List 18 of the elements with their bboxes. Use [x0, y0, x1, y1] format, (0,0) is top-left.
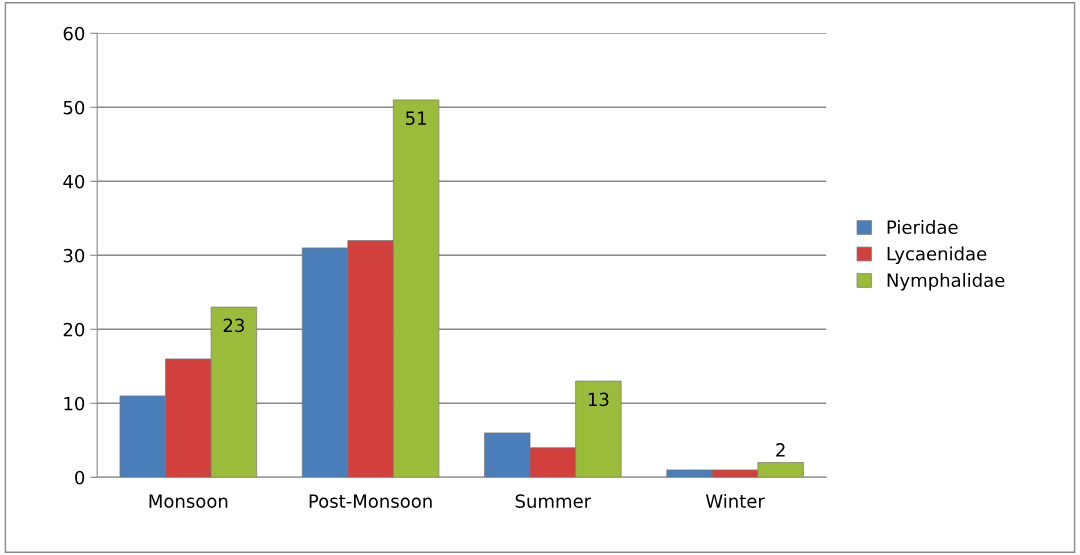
y-tick-label: 30 — [63, 248, 85, 263]
y-tick-label: 40 — [63, 174, 85, 189]
y-tick-label: 0 — [75, 470, 85, 485]
legend-label: Pieridae — [887, 220, 958, 235]
legend-label: Nymphalidae — [887, 273, 1005, 291]
x-tick-label: Post-Monsoon — [309, 494, 432, 508]
data-label: 23 — [223, 318, 244, 333]
y-tick-label: 60 — [63, 26, 85, 41]
legend-label: Lycaenidae — [887, 246, 987, 265]
x-tick-label: Winter — [705, 493, 765, 508]
x-tick-label: Summer — [515, 494, 592, 508]
y-tick-label: 10 — [64, 396, 85, 411]
y-tick-label: 50 — [63, 100, 85, 115]
y-tick-label: 20 — [63, 322, 85, 337]
data-label: 13 — [588, 392, 609, 407]
data-label: 51 — [406, 111, 426, 125]
data-label: 2 — [776, 443, 785, 457]
x-tick-label: Monsoon — [149, 494, 228, 508]
